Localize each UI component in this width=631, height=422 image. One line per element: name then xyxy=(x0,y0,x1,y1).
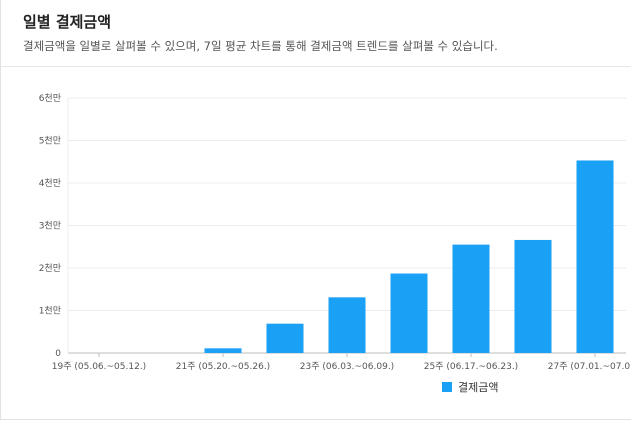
y-tick-label: 4천만 xyxy=(39,178,61,189)
bar xyxy=(266,323,304,353)
card-header: 일별 결제금액 결제금액을 일별로 살펴볼 수 있으며, 7일 평균 차트를 통… xyxy=(1,0,631,67)
x-tick-label: 21주 (05.20.~05.26.) xyxy=(176,361,270,372)
bar xyxy=(514,239,552,353)
bar xyxy=(328,297,366,353)
x-tick-label: 27주 (07.01.~07.07.) xyxy=(548,361,631,372)
legend-swatch xyxy=(442,382,452,392)
bar xyxy=(204,348,242,353)
bar-chart: 0 1천만 2천만 3천만 4천만 5천만 6천만 19주 (05.06.~05.12.) 21… xyxy=(39,93,631,372)
y-tick-label: 1천만 xyxy=(39,306,61,317)
y-tick-label: 6천만 xyxy=(39,93,61,104)
y-tick-label: 0 xyxy=(55,349,61,359)
legend-label: 결제금액 xyxy=(458,381,499,394)
bar xyxy=(452,244,490,353)
y-tick-label: 5천만 xyxy=(39,136,61,147)
x-tick-label: 25주 (06.17.~06.23.) xyxy=(424,361,518,372)
bar xyxy=(390,273,428,353)
page-title: 일별 결제금액 xyxy=(23,13,112,31)
x-tick-label: 23주 (06.03.~06.09.) xyxy=(300,361,394,372)
page-subtitle: 결제금액을 일별로 살펴볼 수 있으며, 7일 평균 차트를 통해 결제금액 트… xyxy=(23,39,498,53)
y-tick-label: 2천만 xyxy=(39,263,61,274)
chart-legend[interactable]: 결제금액 xyxy=(442,379,498,395)
x-tick-label: 19주 (05.06.~05.12.) xyxy=(52,361,146,372)
bar xyxy=(576,160,614,353)
y-tick-label: 3천만 xyxy=(39,221,61,232)
